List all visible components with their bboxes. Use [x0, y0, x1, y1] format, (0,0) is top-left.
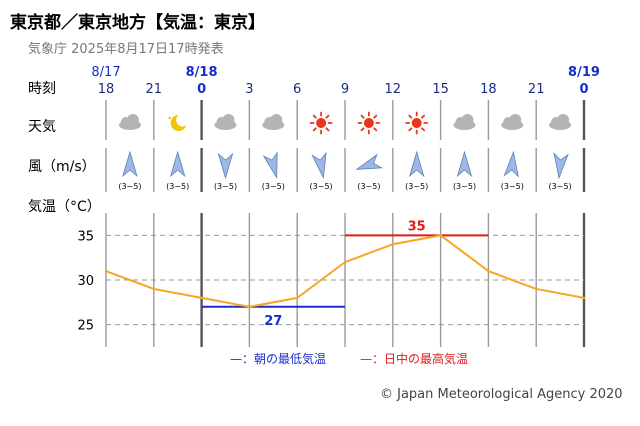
- temperature-point: [582, 296, 586, 300]
- legend-max-temp: —：日中の最高気温: [360, 351, 468, 366]
- column-dividers: [105, 100, 586, 347]
- weather-icons: [118, 111, 572, 135]
- hour-label: 0: [197, 82, 206, 97]
- hour-label: 6: [293, 82, 301, 97]
- date-label: 8/18: [186, 65, 218, 80]
- wind-arrow-icon: [311, 151, 327, 180]
- wind-arrow-icon: [456, 150, 473, 178]
- date-labels: 8/17 8/18 8/19: [91, 65, 600, 80]
- sun-icon: [357, 111, 381, 135]
- time-row-label: 時刻: [28, 81, 56, 97]
- temperature-point: [343, 260, 347, 264]
- cloud-icon: [549, 114, 572, 130]
- y-tick-label: 25: [77, 319, 94, 334]
- min-temp-label: 27: [264, 314, 282, 329]
- y-tick-labels: 25 30 35: [77, 229, 94, 333]
- min-max-markers: 27 35: [201, 219, 489, 329]
- page-title: 東京都／東京地方【気温：東京】: [10, 13, 265, 33]
- cloud-icon: [262, 114, 285, 130]
- wind-arrow-icon: [217, 152, 234, 180]
- wind-speed-label: (3~5): [549, 182, 572, 191]
- issued-by-subtitle: 気象庁 2025年8月17日17時発表: [28, 42, 224, 57]
- hour-labels: 18 21 0 3 6 9 12 15 18 21 0: [98, 82, 589, 97]
- wind-arrow-icon: [122, 150, 138, 178]
- temperature-point: [487, 269, 490, 273]
- hour-label: 18: [480, 82, 497, 97]
- temperature-point: [104, 269, 108, 273]
- hour-label: 12: [385, 82, 402, 97]
- wind-speed-label: (3~5): [166, 182, 189, 191]
- wind-speed-label: (3~5): [262, 182, 285, 191]
- wind-speed-label: (3~5): [310, 182, 333, 191]
- wind-speed-label: (3~5): [453, 182, 476, 191]
- temperature-point: [439, 234, 442, 237]
- hour-label: 21: [146, 82, 163, 97]
- hour-label: 0: [579, 82, 588, 97]
- temp-axis-label: 気温（°C）: [28, 199, 101, 215]
- weather-row-label: 天気: [28, 119, 56, 135]
- hour-label: 21: [528, 82, 545, 97]
- hour-label: 9: [341, 82, 349, 97]
- temperature-series: [104, 234, 586, 308]
- temperature-point: [535, 287, 538, 291]
- cloud-icon: [453, 114, 476, 130]
- moon-icon: [168, 113, 190, 131]
- date-label: 8/19: [568, 65, 600, 80]
- cloud-icon: [118, 114, 141, 130]
- hour-label: 18: [98, 82, 115, 97]
- hour-label: 15: [432, 82, 449, 97]
- wind-arrow-icon: [408, 150, 425, 178]
- wind-arrows: (3~5) (3~5) (3~5) (3~5) (3~5) (3~5) (3~5) (3~5)…: [118, 150, 572, 191]
- y-tick-label: 35: [77, 229, 94, 244]
- temperature-point: [391, 243, 394, 246]
- cloud-icon: [214, 114, 237, 130]
- wind-speed-label: (3~5): [405, 182, 428, 191]
- sun-icon: [405, 111, 429, 135]
- legend-min-temp: —：朝の最低気温: [230, 351, 326, 366]
- date-label: 8/17: [91, 65, 120, 80]
- legend: —：朝の最低気温 —：日中の最高気温: [230, 351, 468, 366]
- wind-arrow-icon: [503, 150, 519, 178]
- max-temp-label: 35: [408, 219, 426, 234]
- temperature-point: [152, 287, 155, 291]
- wind-speed-label: (3~5): [501, 182, 524, 191]
- wind-row-label: 風（m/s）: [28, 159, 96, 175]
- row-labels: 時刻 天気 風（m/s） 気温（°C）: [28, 81, 101, 215]
- temperature-point: [296, 296, 299, 300]
- cloud-icon: [501, 114, 524, 130]
- temperature-point: [248, 305, 251, 308]
- wind-arrow-icon: [262, 151, 278, 179]
- wind-arrow-icon: [169, 150, 186, 178]
- wind-speed-label: (3~5): [214, 182, 237, 191]
- wind-arrow-icon: [553, 152, 569, 180]
- y-tick-label: 30: [77, 274, 94, 289]
- temperature-point: [200, 296, 203, 300]
- wind-speed-label: (3~5): [357, 182, 380, 191]
- copyright-notice: © Japan Meteorological Agency 2020: [380, 387, 623, 402]
- hour-label: 3: [245, 82, 253, 97]
- wind-speed-label: (3~5): [118, 182, 141, 191]
- wind-arrow-icon: [355, 153, 383, 170]
- sun-icon: [309, 111, 333, 135]
